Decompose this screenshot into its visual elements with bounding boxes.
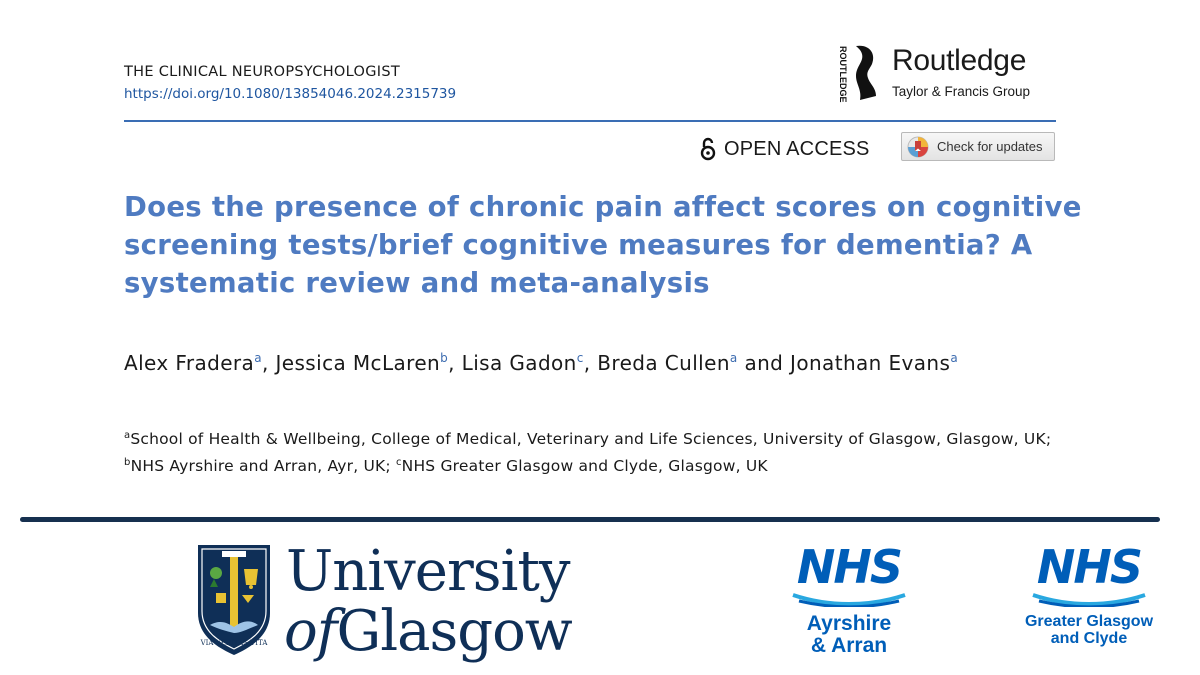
author-affiliation-mark: a [729, 351, 738, 365]
nhs-ayrshire-line1: Ayrshire [806, 612, 892, 635]
author-name: Breda Cullen [597, 351, 730, 375]
author-name: Alex Fradera [124, 351, 255, 375]
author-name: Jonathan Evans [790, 351, 951, 375]
affiliation-mark: a [124, 430, 131, 441]
crossmark-icon [907, 136, 929, 157]
doi-link[interactable]: https://doi.org/10.1080/13854046.2024.23… [124, 86, 457, 102]
author-name: Jessica McLaren [275, 351, 441, 375]
uog-wordmark: University ofGlasgow [284, 544, 573, 660]
uog-motto: VIA VERITAS VITA [200, 639, 268, 647]
routledge-mark-icon: ROUTLEDGE [838, 45, 876, 103]
header-rule [124, 120, 1056, 122]
uog-wordmark-of: of [284, 599, 337, 664]
author-affiliation-mark: c [576, 351, 584, 365]
journal-name: THE CLINICAL NEUROPSYCHOLOGIST [124, 64, 400, 80]
open-access-label: OPEN ACCESS [724, 137, 870, 160]
open-lock-icon [700, 137, 716, 161]
uog-wordmark-line1: University [286, 539, 571, 604]
affiliation-mark: c [395, 457, 402, 468]
routledge-vertical-text: ROUTLEDGE [838, 46, 848, 103]
nhs-mark: NHS [796, 540, 903, 594]
nhs-swoosh-icon [792, 593, 906, 607]
routledge-logo: ROUTLEDGE Routledge Taylor & Francis Gro… [832, 42, 1062, 108]
nhs-swoosh-icon [1032, 593, 1146, 607]
section-divider [20, 517, 1160, 522]
article-title: Does the presence of chronic pain affect… [124, 191, 1082, 299]
author-affiliation-mark: b [440, 351, 449, 365]
affiliations: aSchool of Health & Wellbeing, College o… [124, 430, 1052, 475]
uog-wordmark-glasgow: Glasgow [336, 599, 572, 664]
publisher-group: Taylor & Francis Group [892, 84, 1031, 99]
nhs-ayrshire-logo: NHS Ayrshire & Arran [774, 543, 924, 657]
nhs-ggc-logo: NHS Greater Glasgow and Clyde [1014, 543, 1164, 647]
uog-crest-icon [198, 545, 270, 655]
check-for-updates-button[interactable]: Check for updates [901, 132, 1055, 161]
author-affiliation-mark: a [950, 351, 959, 365]
affiliation-text: School of Health & Wellbeing, College of… [130, 430, 1046, 448]
nhs-ggc-line1: Greater Glasgow [1024, 613, 1154, 630]
nhs-ayrshire-line2: & Arran [810, 634, 888, 657]
publisher-name: Routledge [892, 44, 1027, 77]
author-affiliation-mark: a [254, 351, 262, 365]
affiliation-text: NHS Greater Glasgow and Clyde, Glasgow, … [401, 457, 768, 475]
affiliation-mark: b [124, 457, 131, 468]
check-for-updates-label: Check for updates [937, 139, 1043, 154]
affiliation-text: NHS Ayrshire and Arran, Ayr, UK [130, 457, 386, 475]
nhs-ggc-line2: and Clyde [1050, 630, 1128, 647]
author-name: Lisa Gadon [461, 351, 577, 375]
open-access-badge: OPEN ACCESS [700, 137, 870, 161]
author-list: Alex Fraderaa, Jessica McLarenb, Lisa Ga… [124, 351, 959, 375]
nhs-mark: NHS [1036, 540, 1143, 594]
